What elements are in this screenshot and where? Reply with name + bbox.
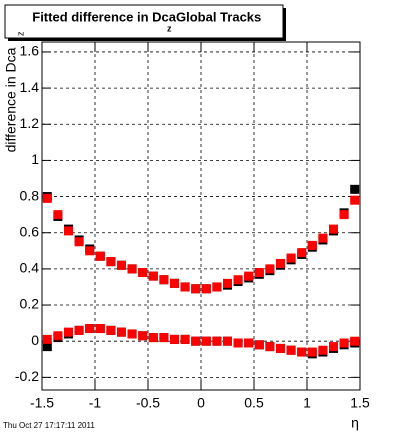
marker <box>170 334 179 344</box>
marker <box>85 246 95 256</box>
marker <box>329 224 338 234</box>
marker <box>42 342 52 352</box>
marker <box>53 331 63 341</box>
marker <box>95 251 105 261</box>
marker <box>127 329 137 339</box>
marker <box>329 342 338 352</box>
marker <box>106 257 116 267</box>
marker <box>212 336 222 346</box>
marker <box>117 260 126 270</box>
marker <box>254 267 264 277</box>
y-label-subscript: z <box>15 31 25 36</box>
marker <box>106 325 116 335</box>
marker <box>42 334 52 344</box>
marker <box>191 284 201 294</box>
marker <box>318 233 328 243</box>
marker <box>53 210 63 220</box>
marker <box>212 282 222 292</box>
marker <box>74 325 84 335</box>
marker <box>286 253 296 263</box>
marker <box>138 267 148 277</box>
marker <box>201 284 211 294</box>
marker <box>276 258 285 268</box>
marker <box>307 347 317 357</box>
marker <box>350 184 360 194</box>
marker <box>170 278 179 288</box>
marker <box>85 324 95 334</box>
marker <box>223 336 232 346</box>
x-tick-label: 1 <box>303 395 311 411</box>
marker <box>244 271 254 281</box>
marker <box>201 336 211 346</box>
marker <box>127 264 137 274</box>
marker <box>64 327 73 337</box>
marker <box>223 278 232 288</box>
marker <box>138 331 148 341</box>
marker <box>254 340 264 350</box>
marker <box>42 193 52 203</box>
y-tick-label: 0.2 <box>20 296 40 312</box>
marker <box>159 333 169 343</box>
y-tick-label: 0 <box>31 332 39 348</box>
x-tick-label: 1.5 <box>350 395 370 411</box>
title-box <box>4 4 284 39</box>
y-tick-label: -0.2 <box>15 368 39 384</box>
x-tick-label: -1 <box>89 395 102 411</box>
y-tick-label: 1 <box>31 151 39 167</box>
marker <box>233 338 243 348</box>
y-axis-label: difference in Dca <box>3 47 19 152</box>
y-tick-label: 0.6 <box>20 223 40 239</box>
y-tick-label: 1.2 <box>20 115 40 131</box>
y-tick-label: 1.6 <box>20 43 40 59</box>
footer: Thu Oct 27 17:17:11 2011 <box>3 421 95 430</box>
x-tick-label: -0.5 <box>136 395 160 411</box>
x-axis-label: η <box>351 415 359 431</box>
marker <box>117 327 126 337</box>
marker <box>64 226 73 236</box>
marker <box>350 336 360 346</box>
marker <box>95 324 105 334</box>
marker <box>180 334 190 344</box>
marker <box>148 271 158 281</box>
x-tick-label: 0.5 <box>244 395 264 411</box>
marker <box>159 275 169 285</box>
marker <box>297 347 307 357</box>
title-suffix: Global Tracks <box>176 9 261 24</box>
marker <box>350 195 360 205</box>
marker <box>233 275 243 285</box>
chart-title: Fitted difference in Dca <box>32 9 177 24</box>
marker <box>148 333 158 343</box>
marker <box>191 336 201 346</box>
marker <box>286 345 296 355</box>
y-label-group: difference in Dca z <box>3 31 26 152</box>
x-tick-label: -1.5 <box>30 395 54 411</box>
title-subscript: z <box>167 23 172 33</box>
marker <box>74 237 84 247</box>
y-tick-label: 0.4 <box>20 260 40 276</box>
marker <box>265 342 275 352</box>
marker <box>276 343 285 353</box>
y-tick-label: 1.4 <box>20 79 40 95</box>
marker <box>307 240 317 250</box>
marker <box>318 345 328 355</box>
marker <box>297 248 307 258</box>
y-tick-label: 0.8 <box>20 187 40 203</box>
marker <box>180 282 190 292</box>
marker <box>244 338 254 348</box>
marker <box>265 264 275 274</box>
x-tick-label: 0 <box>197 395 205 411</box>
marker <box>339 338 349 348</box>
marker <box>339 210 349 220</box>
plot-frame <box>41 41 361 391</box>
